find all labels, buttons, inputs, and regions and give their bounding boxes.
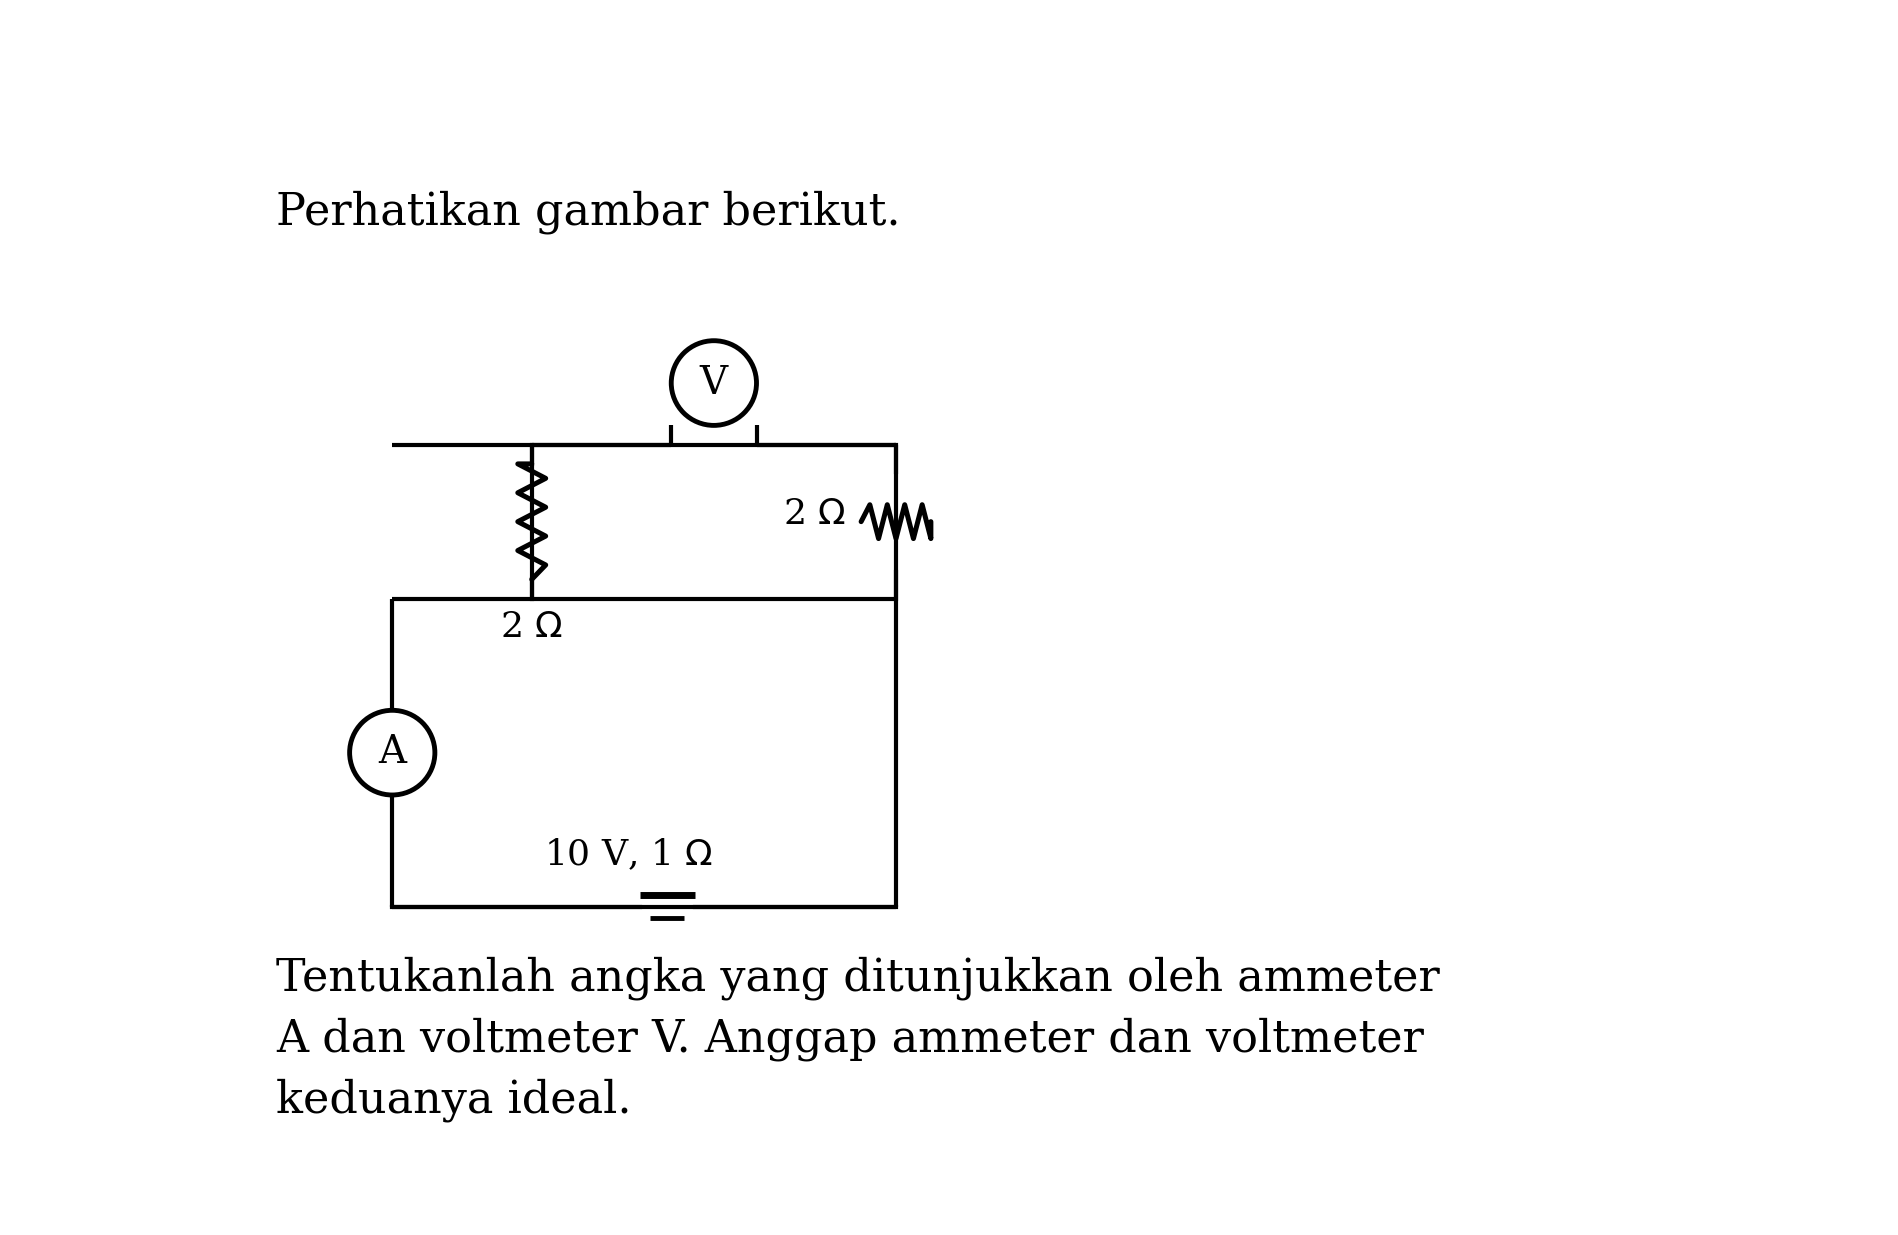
Text: Tentukanlah angka yang ditunjukkan oleh ammeter
A dan voltmeter V. Anggap ammete: Tentukanlah angka yang ditunjukkan oleh … bbox=[275, 957, 1441, 1121]
Text: 2 $\Omega$: 2 $\Omega$ bbox=[782, 496, 847, 531]
Text: A: A bbox=[378, 734, 406, 771]
Circle shape bbox=[672, 341, 757, 425]
Text: 2 $\Omega$: 2 $\Omega$ bbox=[501, 610, 564, 645]
Text: 10 V, 1 $\Omega$: 10 V, 1 $\Omega$ bbox=[545, 836, 714, 872]
Text: Perhatikan gambar berikut.: Perhatikan gambar berikut. bbox=[275, 190, 900, 235]
Text: V: V bbox=[700, 364, 729, 401]
Circle shape bbox=[349, 710, 435, 795]
